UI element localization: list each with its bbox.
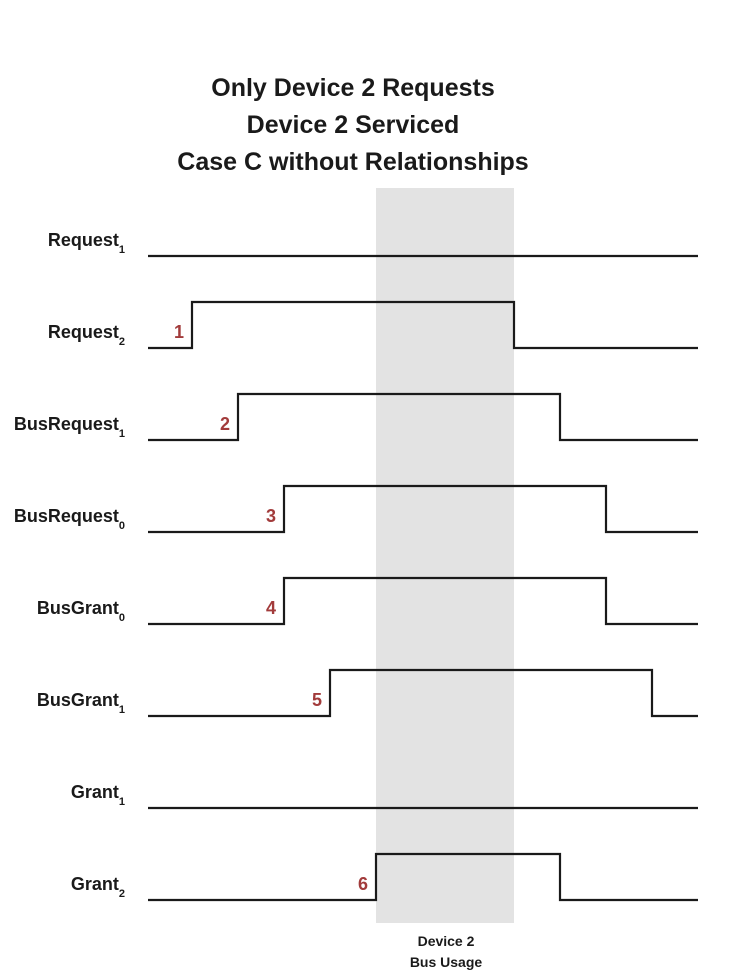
signal-row-busrequest-1: BusRequest1 2 xyxy=(14,392,698,442)
signal-row-grant-1: Grant1 xyxy=(71,782,698,810)
signal-label-busgrant-1: BusGrant1 xyxy=(37,690,125,716)
event-number-1: 1 xyxy=(174,322,184,342)
usage-label-line-2: Bus Usage xyxy=(410,954,483,970)
signal-subscript: 0 xyxy=(119,520,125,532)
signal-label-busgrant-0: BusGrant0 xyxy=(37,598,125,624)
signal-subscript: 2 xyxy=(119,336,125,348)
event-number-6: 6 xyxy=(358,874,368,894)
signal-row-busgrant-1: BusGrant1 5 xyxy=(37,668,698,718)
waveform-busgrant-1 xyxy=(148,668,698,718)
signal-label-request-2: Request2 xyxy=(48,322,125,348)
signal-name: Request xyxy=(48,230,119,250)
diagram-title: Only Device 2 Requests Device 2 Serviced… xyxy=(177,74,528,176)
signal-subscript: 1 xyxy=(119,428,125,440)
signal-row-busrequest-0: BusRequest0 3 xyxy=(14,484,698,534)
waveform-grant-2 xyxy=(148,852,698,902)
signal-row-busgrant-0: BusGrant0 4 xyxy=(37,576,698,626)
signal-name: BusGrant xyxy=(37,690,119,710)
event-number-3: 3 xyxy=(266,506,276,526)
signal-label-busrequest-0: BusRequest0 xyxy=(14,506,125,532)
signal-row-grant-2: Grant2 6 xyxy=(71,852,698,902)
signal-label-request-1: Request1 xyxy=(48,230,125,256)
signal-label-grant-2: Grant2 xyxy=(71,874,125,900)
waveform-busgrant-0 xyxy=(148,576,698,626)
signal-name: Grant xyxy=(71,874,119,894)
usage-caption: Device 2 Bus Usage xyxy=(410,933,483,970)
device-2-bus-usage-band xyxy=(376,188,514,923)
waveform-busrequest-0 xyxy=(148,484,698,534)
event-number-5: 5 xyxy=(312,690,322,710)
title-line-2: Device 2 Serviced xyxy=(247,111,460,139)
signal-name: Request xyxy=(48,322,119,342)
signal-name: BusGrant xyxy=(37,598,119,618)
signal-subscript: 1 xyxy=(119,244,125,256)
title-line-3: Case C without Relationships xyxy=(177,148,528,176)
usage-label-line-1: Device 2 xyxy=(418,933,475,949)
signal-row-request-2: Request2 1 xyxy=(48,300,698,350)
signal-name: BusRequest xyxy=(14,414,119,434)
title-line-1: Only Device 2 Requests xyxy=(211,74,494,102)
waveform-request-2 xyxy=(148,300,698,350)
signal-label-busrequest-1: BusRequest1 xyxy=(14,414,125,440)
signal-label-grant-1: Grant1 xyxy=(71,782,125,808)
signal-subscript: 1 xyxy=(119,704,125,716)
event-number-4: 4 xyxy=(266,598,276,618)
event-number-2: 2 xyxy=(220,414,230,434)
signal-subscript: 0 xyxy=(119,612,125,624)
signal-row-request-1: Request1 xyxy=(48,230,698,258)
signal-subscript: 2 xyxy=(119,888,125,900)
signal-name: BusRequest xyxy=(14,506,119,526)
signal-subscript: 1 xyxy=(119,796,125,808)
signal-name: Grant xyxy=(71,782,119,802)
waveform-busrequest-1 xyxy=(148,392,698,442)
